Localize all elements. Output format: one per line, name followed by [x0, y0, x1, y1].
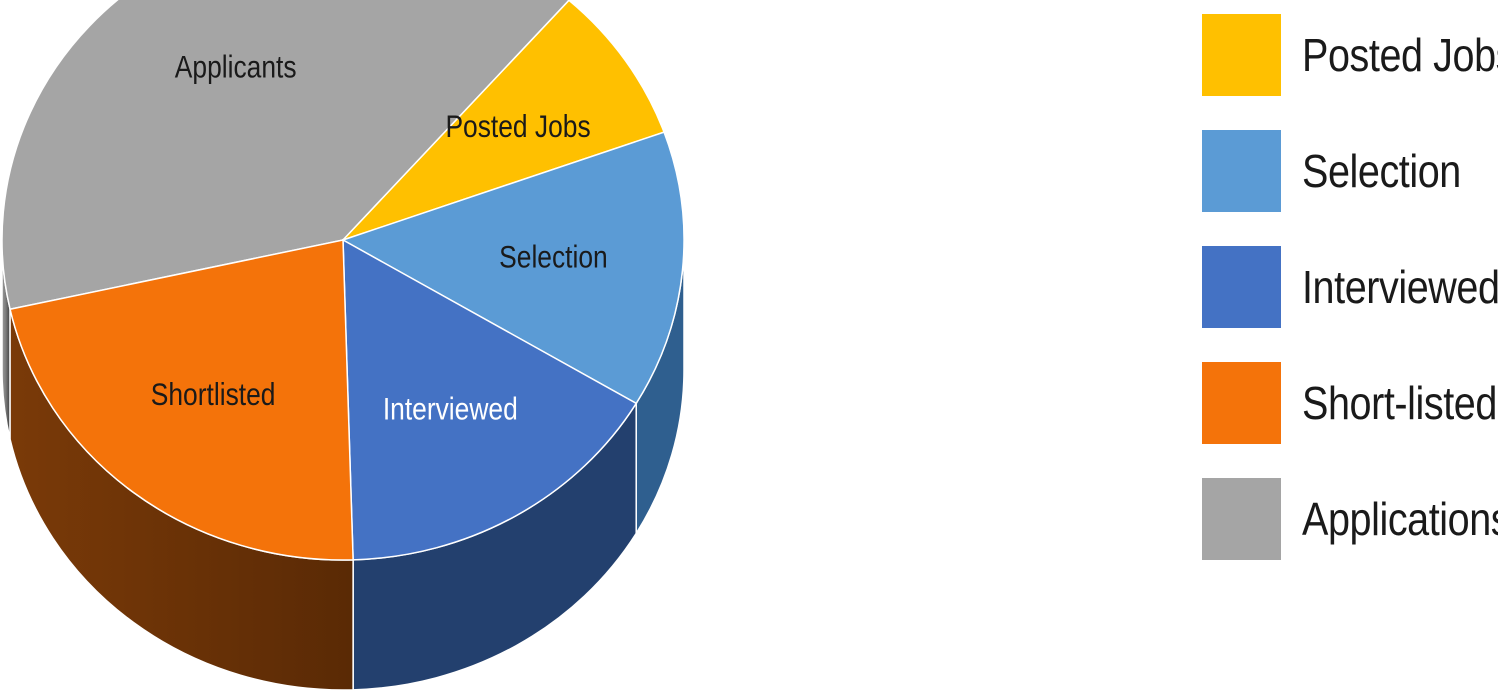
pie-slice-interviewed	[342, 238, 638, 561]
legend-swatch-applications	[1202, 478, 1281, 560]
legend-swatch-interviewed	[1202, 246, 1281, 328]
legend-item-posted-jobs: Posted Jobs	[1202, 14, 1498, 96]
legend-label-interviewed: Interviewed	[1302, 261, 1498, 313]
legend-label-posted-jobs: Posted Jobs	[1302, 29, 1498, 81]
legend-swatch-posted-jobs	[1202, 14, 1281, 96]
pie-slice-posted-jobs	[342, 0, 666, 241]
pie-top-slices	[1, 0, 685, 561]
slice-label-posted-jobs: Posted Jobs	[445, 110, 590, 145]
legend-item-short-listed: Short-listed	[1202, 362, 1498, 444]
pie-slice-labels: Applicants Posted Jobs Selection Interviewe…	[151, 50, 608, 427]
chart-legend: Posted Jobs Selection Interviewed Short-lis…	[1202, 14, 1498, 594]
slice-label-selection: Selection	[499, 240, 608, 275]
legend-label-applications: Applications	[1302, 493, 1498, 545]
pie-slice-shortlisted	[9, 239, 354, 561]
legend-item-applications: Applications	[1202, 478, 1498, 560]
legend-item-selection: Selection	[1202, 130, 1498, 212]
pie-chart: Applicants Posted Jobs Selection Interviewe…	[1, 0, 685, 691]
legend-swatch-selection	[1202, 130, 1281, 212]
legend-swatch-short-listed	[1202, 362, 1281, 444]
pie-slice-applicants	[1, 0, 571, 311]
legend-label-selection: Selection	[1302, 145, 1461, 197]
slice-label-shortlisted: Shortlisted	[151, 378, 276, 413]
legend-item-interviewed: Interviewed	[1202, 246, 1498, 328]
legend-label-short-listed: Short-listed	[1302, 377, 1497, 429]
slice-label-interviewed: Interviewed	[383, 392, 518, 427]
pie-slice-selection	[341, 131, 685, 405]
slice-label-applicants: Applicants	[175, 50, 297, 85]
